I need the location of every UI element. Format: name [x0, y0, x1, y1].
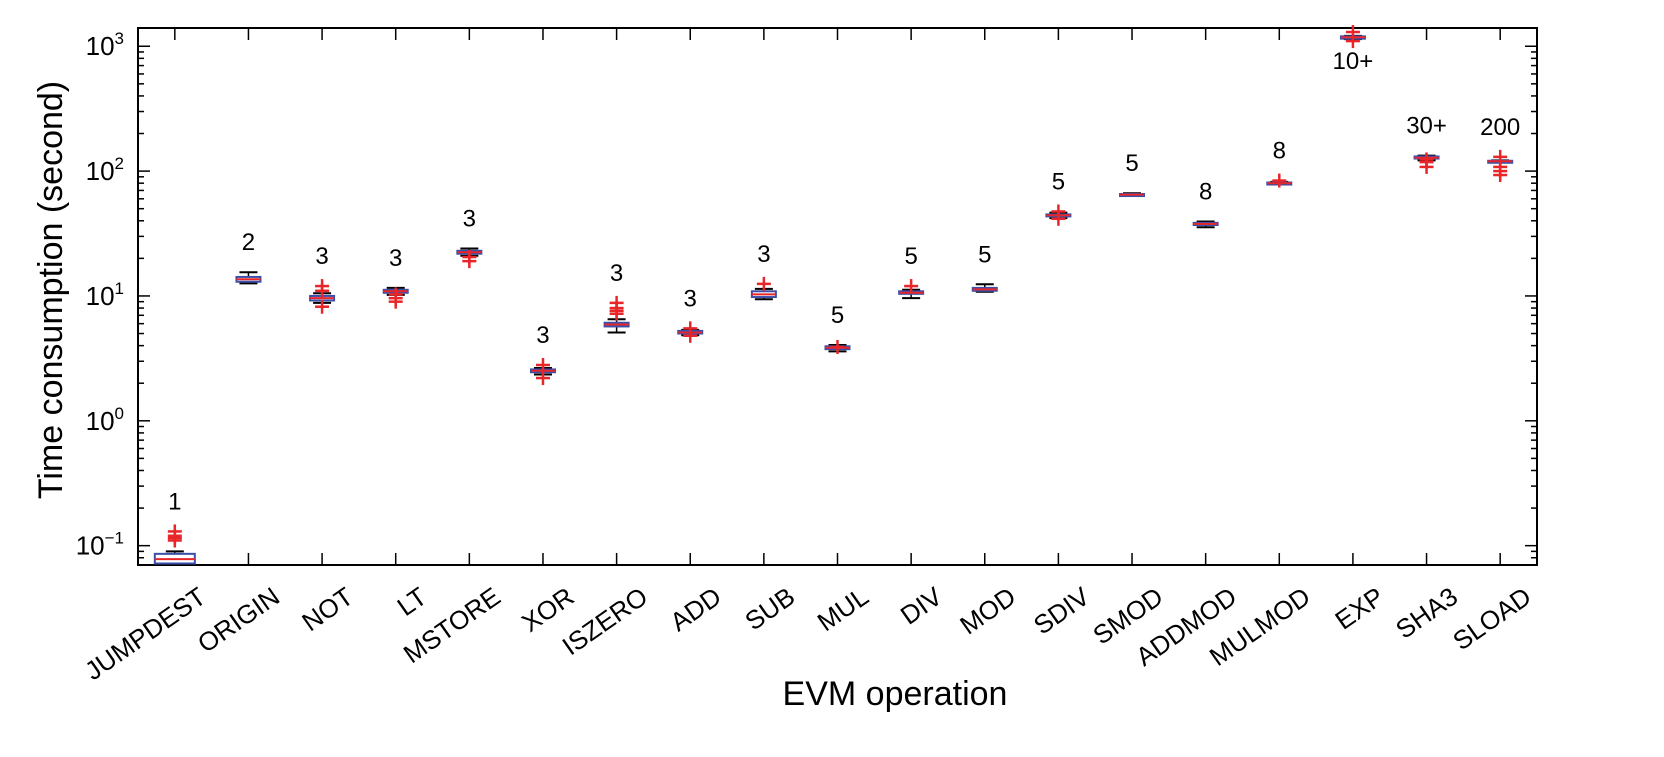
y-tick-label: 102 — [86, 154, 124, 186]
x-category-label: NOT — [296, 581, 358, 637]
annotation-label: 3 — [315, 243, 328, 270]
x-category-label: ORIGIN — [192, 581, 285, 659]
y-tick-label: 100 — [86, 404, 124, 436]
annotation-label: 3 — [536, 322, 549, 349]
box-sdiv — [1045, 204, 1072, 226]
plot-frame — [137, 27, 1538, 566]
boxes-group — [153, 25, 1514, 565]
annotation-label: 2 — [242, 229, 255, 256]
annotation-label: 10+ — [1333, 48, 1374, 75]
annotation-label: 30+ — [1406, 113, 1447, 140]
box-mstore — [456, 247, 483, 269]
annotation-label: 3 — [610, 260, 623, 287]
outlier-point — [388, 287, 403, 302]
x-category-label: EXP — [1330, 581, 1390, 635]
outlier-point — [904, 279, 919, 294]
annotation-label: 3 — [389, 245, 402, 272]
box-not — [309, 279, 336, 314]
box-add — [677, 321, 704, 343]
x-category-label: LT — [392, 581, 433, 622]
outlier-point — [462, 250, 477, 265]
outlier-point — [756, 276, 771, 291]
annotations-group: 1 2 3 3 3 3 3 3 3 5 5 5 5 5 8 8 10+ 30+ 200 — [168, 48, 1520, 515]
outlier-point — [315, 299, 330, 314]
y-ticks-group: 10−1 100 101 102 103 — [76, 28, 1537, 566]
outlier-point — [535, 357, 550, 372]
outlier-point — [1051, 211, 1066, 226]
box-jumpdest — [153, 524, 196, 565]
annotation-label: 5 — [1052, 168, 1065, 195]
box-sload — [1487, 149, 1514, 183]
plot-frame-group — [137, 27, 1538, 566]
annotation-label: 200 — [1480, 114, 1520, 141]
annotation-label: 5 — [831, 302, 844, 329]
x-category-label: DIV — [895, 581, 948, 631]
box-smod — [1119, 192, 1146, 198]
x-category-label: SLOAD — [1447, 581, 1536, 656]
x-category-label: SDIV — [1028, 581, 1095, 641]
outlier-point — [1419, 152, 1434, 167]
box-exp — [1339, 25, 1366, 49]
box-sub — [750, 276, 777, 301]
annotation-label: 8 — [1273, 138, 1286, 165]
outlier-point — [830, 340, 845, 355]
box-div — [898, 279, 925, 300]
outlier-point — [315, 279, 330, 294]
box-mod — [971, 283, 998, 293]
outlier-point — [683, 321, 698, 336]
box-iszero — [603, 295, 630, 334]
y-tick-label: 10−1 — [76, 529, 124, 561]
annotation-label: 5 — [978, 241, 991, 268]
outlier-point — [1272, 173, 1287, 188]
annotation-label: 5 — [1125, 150, 1138, 177]
annotation-label: 3 — [684, 285, 697, 312]
box-sha3 — [1413, 152, 1440, 174]
annotation-label: 8 — [1199, 178, 1212, 205]
box-addmod — [1192, 220, 1219, 229]
x-category-label: SUB — [739, 581, 800, 636]
y-axis-title: Time consumption (second) — [32, 81, 70, 499]
outlier-point — [535, 371, 550, 386]
box-xor — [529, 357, 556, 386]
y-tick-label: 101 — [86, 279, 124, 311]
x-category-label: MUL — [812, 581, 874, 637]
outlier-point — [1345, 25, 1360, 40]
box-origin — [235, 271, 262, 285]
annotation-label: 3 — [463, 205, 476, 232]
x-category-label: MOD — [954, 581, 1021, 640]
annotation-label: 3 — [757, 241, 770, 268]
annotation-label: 5 — [904, 243, 917, 270]
box-mulmod — [1266, 173, 1293, 188]
box-mul — [824, 340, 851, 355]
y-tick-label: 103 — [86, 29, 124, 61]
outlier-point — [609, 295, 624, 310]
x-category-label: ADD — [665, 581, 727, 637]
x-category-label: ISZERO — [557, 581, 653, 661]
outlier-point — [167, 524, 182, 539]
annotation-label: 1 — [168, 488, 181, 515]
x-axis-title: EVM operation — [783, 675, 1008, 713]
outlier-point — [1493, 149, 1508, 164]
box-lt — [382, 286, 409, 309]
